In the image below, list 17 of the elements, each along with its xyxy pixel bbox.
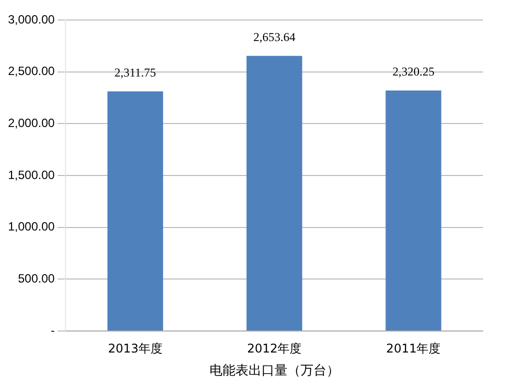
data-label: 2,320.25 [392, 64, 434, 79]
y-tick-label: 1,500.00 [8, 168, 56, 182]
x-axis-title: 电能表出口量（万台） [209, 364, 340, 379]
x-tick-label: 2011年度 [386, 341, 441, 356]
x-tick-label: 2012年度 [247, 341, 302, 356]
y-tick-label: 2,500.00 [8, 64, 56, 78]
y-tick-label: - [50, 323, 55, 338]
bar [386, 90, 442, 330]
x-tick-label: 2013年度 [108, 341, 163, 356]
bar [246, 56, 302, 330]
bar [107, 91, 164, 330]
data-label: 2,653.64 [253, 30, 296, 44]
y-tick-label: 1,000.00 [8, 220, 56, 234]
y-tick-label: 2,000.00 [8, 116, 56, 130]
y-tick-label: 500.00 [18, 271, 56, 286]
data-label: 2,311.75 [114, 66, 156, 80]
y-tick-label: 3,000.00 [8, 12, 56, 26]
